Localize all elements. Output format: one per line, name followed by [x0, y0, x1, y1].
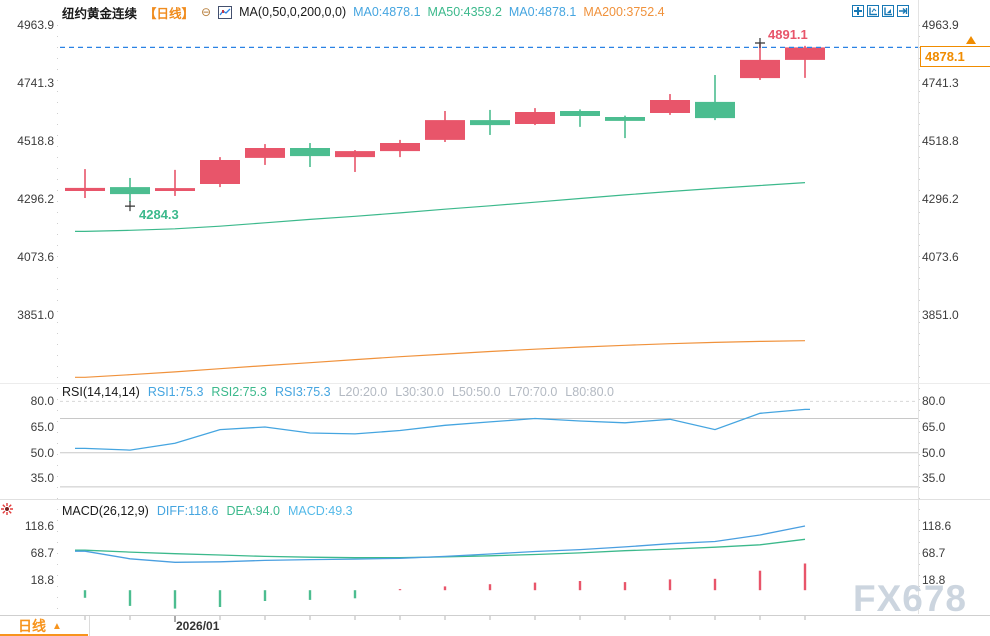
rsi-l20-label: L20:20.0 — [338, 385, 388, 399]
price-up-arrow-icon — [966, 36, 976, 44]
dea-value: DEA:94.0 — [226, 504, 280, 518]
chart-jump-icon[interactable] — [897, 5, 909, 17]
last-price-tag: 4878.1 — [920, 46, 990, 67]
rsi-l50-label: L50:50.0 — [451, 385, 501, 399]
macd-tick-label: 118.6 — [24, 519, 54, 534]
svg-text:4891.1: 4891.1 — [768, 27, 808, 42]
rsi-panel-separator — [0, 383, 990, 384]
macd-header: MACD(26,12,9) DIFF:118.6 DEA:94.0 MACD:4… — [62, 503, 353, 519]
macd-value: MACD:49.3 — [287, 504, 353, 518]
rsi-chart-canvas[interactable] — [60, 400, 918, 497]
right-minor-ticks — [919, 25, 920, 611]
macd-title: MACD(26,12,9) — [62, 504, 149, 518]
rsi-tick-label: 35.0 — [30, 471, 54, 486]
watermark: FX678 — [853, 578, 968, 619]
macd-tick-label: 118.6 — [922, 519, 952, 534]
price-tick-label: 3851.0 — [17, 308, 54, 323]
chart-header: 纽约黄金连续 【日线】 ⊖ MA(0,50,0,200,0,0) MA0:487… — [62, 3, 665, 21]
chart-shift-icon[interactable] — [882, 5, 894, 17]
right-axis-separator — [918, 0, 919, 614]
price-tick-label: 4296.2 — [922, 192, 959, 207]
macd-tick-label: 18.8 — [922, 573, 946, 588]
main-chart-canvas[interactable]: 4891.1 4284.3 — [60, 0, 918, 385]
rsi-tick-label: 80.0 — [30, 394, 54, 409]
rsi-title: RSI(14,14,14) — [62, 385, 140, 399]
rsi-tick-label: 50.0 — [30, 445, 54, 460]
period-tag: 【日线】 — [144, 6, 195, 21]
ma-settings-label: MA(0,50,0,200,0,0) — [239, 5, 347, 19]
tab-daily[interactable]: 日线 ▲ — [0, 616, 90, 636]
ma200-value: MA200:3752.4 — [583, 5, 665, 19]
rsi-tick-label: 80.0 — [922, 394, 946, 409]
rsi-l80-label: L80:80.0 — [565, 385, 614, 399]
rsi1-value: RSI1:75.3 — [147, 385, 204, 399]
price-tick-label: 4741.3 — [17, 76, 54, 90]
tab-daily-label: 日线 — [18, 618, 46, 634]
price-tick-label: 4073.6 — [922, 250, 959, 265]
tab-daily-arrow-icon: ▲ — [52, 620, 62, 632]
candlestick-chart-icon — [218, 5, 233, 19]
price-tick-label: 4963.9 — [922, 18, 959, 32]
rsi3-value: RSI3:75.3 — [275, 385, 331, 399]
instrument-title: 纽约黄金连续 — [62, 6, 138, 21]
rsi-tick-label: 65.0 — [922, 420, 946, 435]
ma0b-value: MA0:4878.1 — [508, 5, 577, 19]
collapse-indicator-icon[interactable]: ⊖ — [201, 5, 212, 19]
price-tick-label: 4518.8 — [17, 134, 54, 148]
rsi-tick-label: 35.0 — [922, 471, 946, 486]
rsi-header: RSI(14,14,14) RSI1:75.3 RSI2:75.3 RSI3:7… — [62, 384, 614, 400]
chart-toolbar — [852, 5, 909, 17]
macd-tick-label: 68.7 — [30, 546, 54, 561]
rsi-l70-label: L70:70.0 — [508, 385, 558, 399]
diff-value: DIFF:118.6 — [156, 504, 219, 518]
rsi2-value: RSI2:75.3 — [211, 385, 268, 399]
date-axis-ticks — [84, 616, 806, 622]
rsi-l30-label: L30:30.0 — [395, 385, 444, 399]
price-tick-label: 4296.2 — [17, 192, 54, 207]
price-tick-label: 4518.8 — [922, 134, 959, 148]
macd-chart-canvas[interactable] — [60, 520, 918, 612]
date-axis-label: 2026/01 — [176, 619, 220, 633]
ma0-value: MA0:4878.1 — [353, 5, 421, 19]
rsi-tick-label: 65.0 — [30, 420, 54, 435]
macd-tick-label: 18.8 — [30, 573, 54, 588]
macd-panel-separator — [0, 499, 990, 500]
price-tick-label: 4073.6 — [17, 250, 54, 265]
bottom-bar: 日线 ▲ 2026/01 — [0, 615, 990, 636]
crosshair-icon[interactable] — [852, 5, 864, 17]
tab-active-underline — [0, 634, 88, 636]
indicator-burst-icon[interactable] — [0, 502, 14, 516]
chart-scale-icon[interactable] — [867, 5, 879, 17]
price-tick-label: 4741.3 — [922, 76, 959, 90]
price-tick-label: 4963.9 — [17, 18, 54, 32]
svg-text:4284.3: 4284.3 — [139, 207, 179, 222]
ma50-value: MA50:4359.2 — [427, 5, 502, 19]
left-minor-ticks — [57, 25, 58, 611]
rsi-tick-label: 50.0 — [922, 445, 946, 460]
macd-tick-label: 68.7 — [922, 546, 946, 561]
price-tick-label: 3851.0 — [922, 308, 959, 323]
